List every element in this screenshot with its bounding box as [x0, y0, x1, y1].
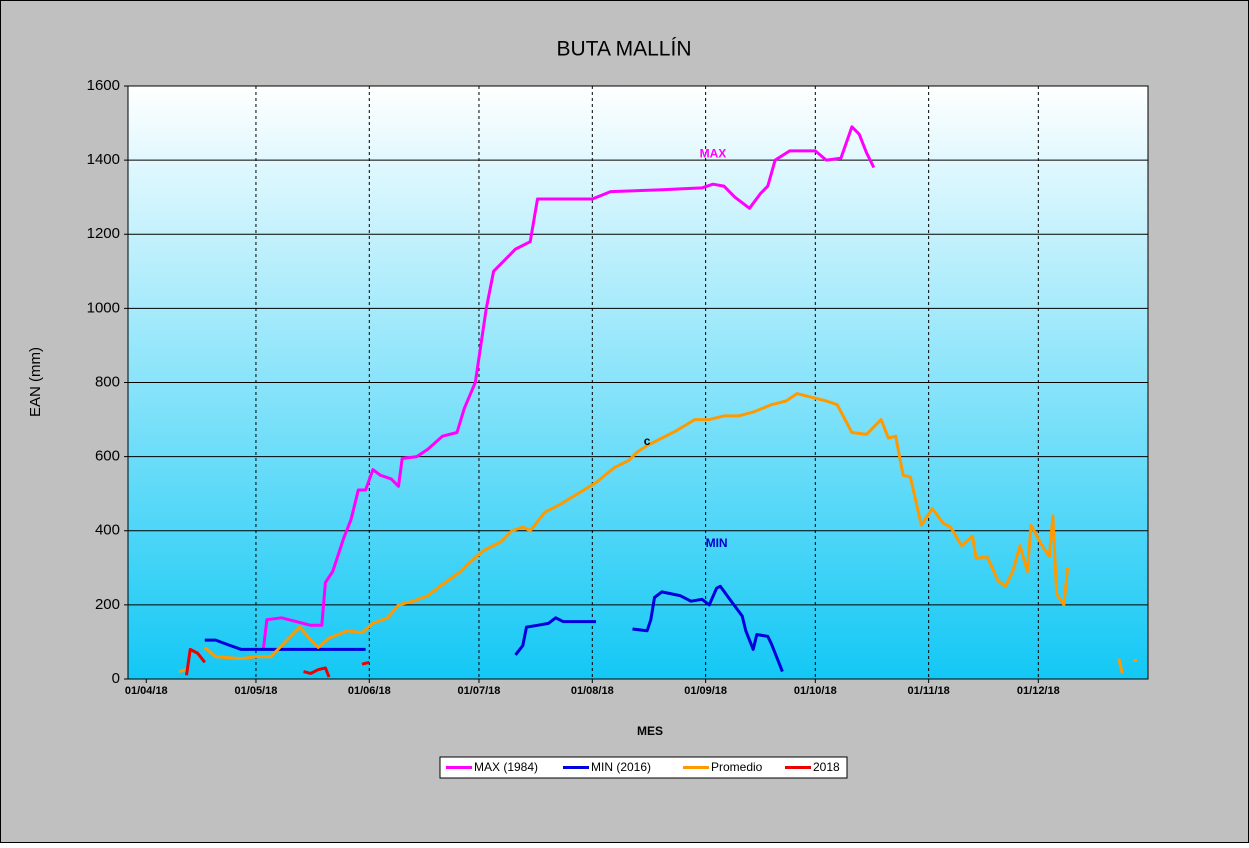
- plot-frame: [127, 85, 1149, 680]
- y-tick-label: 800: [95, 373, 120, 390]
- y-axis-label: EAN (mm): [27, 347, 44, 417]
- x-tick-label: 01/06/18: [348, 685, 391, 697]
- annotation: MIN: [706, 536, 728, 550]
- y-tick-label: 600: [95, 448, 120, 465]
- x-tick-label: 01/11/18: [908, 685, 950, 697]
- annotation: c: [644, 434, 651, 448]
- x-axis-label: MES: [637, 724, 663, 738]
- y-tick-label: 400: [95, 522, 120, 539]
- x-tick-label: 01/04/18: [125, 685, 168, 697]
- y-tick-label: 1400: [87, 151, 120, 168]
- x-tick-label: 01/05/18: [235, 685, 278, 697]
- series-line: [261, 125, 876, 650]
- legend: [439, 756, 848, 779]
- y-tick-label: 0: [112, 670, 120, 687]
- x-tick-label: 01/09/18: [684, 685, 727, 697]
- series-line: [178, 392, 1137, 674]
- chart-title: BUTA MALLÍN: [557, 38, 692, 61]
- series-line: [185, 647, 370, 678]
- legend-label: MAX (1984): [474, 760, 538, 774]
- legend-label: Promedio: [711, 760, 763, 774]
- series-line: [204, 584, 784, 673]
- x-tick-label: 01/12/18: [1017, 685, 1060, 697]
- x-tick-label: 01/08/18: [571, 685, 614, 697]
- y-tick-label: 200: [95, 596, 120, 613]
- legend-label: MIN (2016): [591, 760, 651, 774]
- x-tick-label: 01/07/18: [458, 685, 501, 697]
- y-tick-label: 1600: [87, 77, 120, 94]
- x-tick-label: 01/10/18: [794, 685, 837, 697]
- y-tick-label: 1200: [87, 225, 120, 242]
- annotation: MAX: [700, 147, 727, 161]
- y-tick-label: 1000: [87, 299, 120, 316]
- legend-label: 2018: [813, 760, 840, 774]
